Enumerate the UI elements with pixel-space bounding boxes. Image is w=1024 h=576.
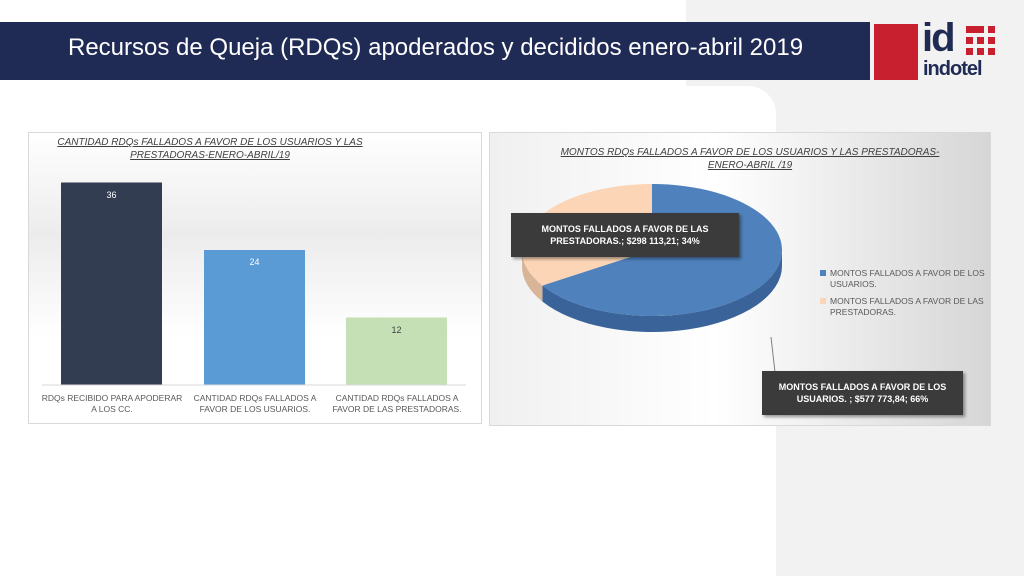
bar-0 — [61, 182, 162, 385]
bar-chart-title: CANTIDAD RDQs FALLADOS A FAVOR DE LOS US… — [57, 137, 363, 161]
bar-category-label: CANTIDAD RDQs FALLADOS A FAVOR DE LOS US… — [193, 393, 317, 414]
bar-category-label: CANTIDAD RDQs FALLADOS A FAVOR DE LAS PR… — [332, 393, 462, 414]
legend-item-users: MONTOS FALLADOS A FAVOR DE LOS USUARIOS. — [820, 268, 985, 290]
indotel-logo: id indotel — [922, 16, 1002, 82]
pie-callout-users: MONTOS FALLADOS A FAVOR DE LOS USUARIOS.… — [762, 371, 963, 415]
logo-red-block — [874, 24, 918, 80]
legend-label-providers: MONTOS FALLADOS A FAVOR DE LAS PRESTADOR… — [830, 296, 984, 317]
bar-data-label: 36 — [106, 189, 117, 200]
logo-grid-icon — [966, 26, 1000, 56]
pie-legend: MONTOS FALLADOS A FAVOR DE LOS USUARIOS.… — [820, 268, 985, 324]
legend-swatch-providers — [820, 298, 826, 304]
slide-title: Recursos de Queja (RDQs) apoderados y de… — [68, 34, 804, 61]
bar-data-label: 24 — [249, 257, 260, 267]
pie-side-0 — [542, 250, 782, 333]
logo-wordmark: indotel — [923, 58, 983, 80]
background-panel-lower — [776, 420, 1024, 576]
bar-category-label: RDQs RECIBIDO PARA APODERAR A LOS CC. — [41, 393, 183, 414]
bar-chart-plot — [42, 182, 466, 386]
bar-2 — [346, 317, 447, 385]
legend-label-users: MONTOS FALLADOS A FAVOR DE LOS USUARIOS. — [830, 268, 985, 289]
pie-leader-line — [770, 336, 776, 373]
pie-chart-title: MONTOS RDQs FALLADOS A FAVOR DE LOS USUA… — [560, 147, 940, 171]
legend-swatch-users — [820, 270, 826, 276]
title-bar — [0, 22, 870, 80]
pie-side-1 — [522, 250, 543, 302]
legend-item-providers: MONTOS FALLADOS A FAVOR DE LAS PRESTADOR… — [820, 296, 985, 318]
bar-data-label: 12 — [391, 324, 402, 335]
logo-id-text: id — [922, 16, 956, 60]
bar-1 — [204, 250, 305, 385]
pie-callout-providers: MONTOS FALLADOS A FAVOR DE LAS PRESTADOR… — [511, 213, 739, 257]
